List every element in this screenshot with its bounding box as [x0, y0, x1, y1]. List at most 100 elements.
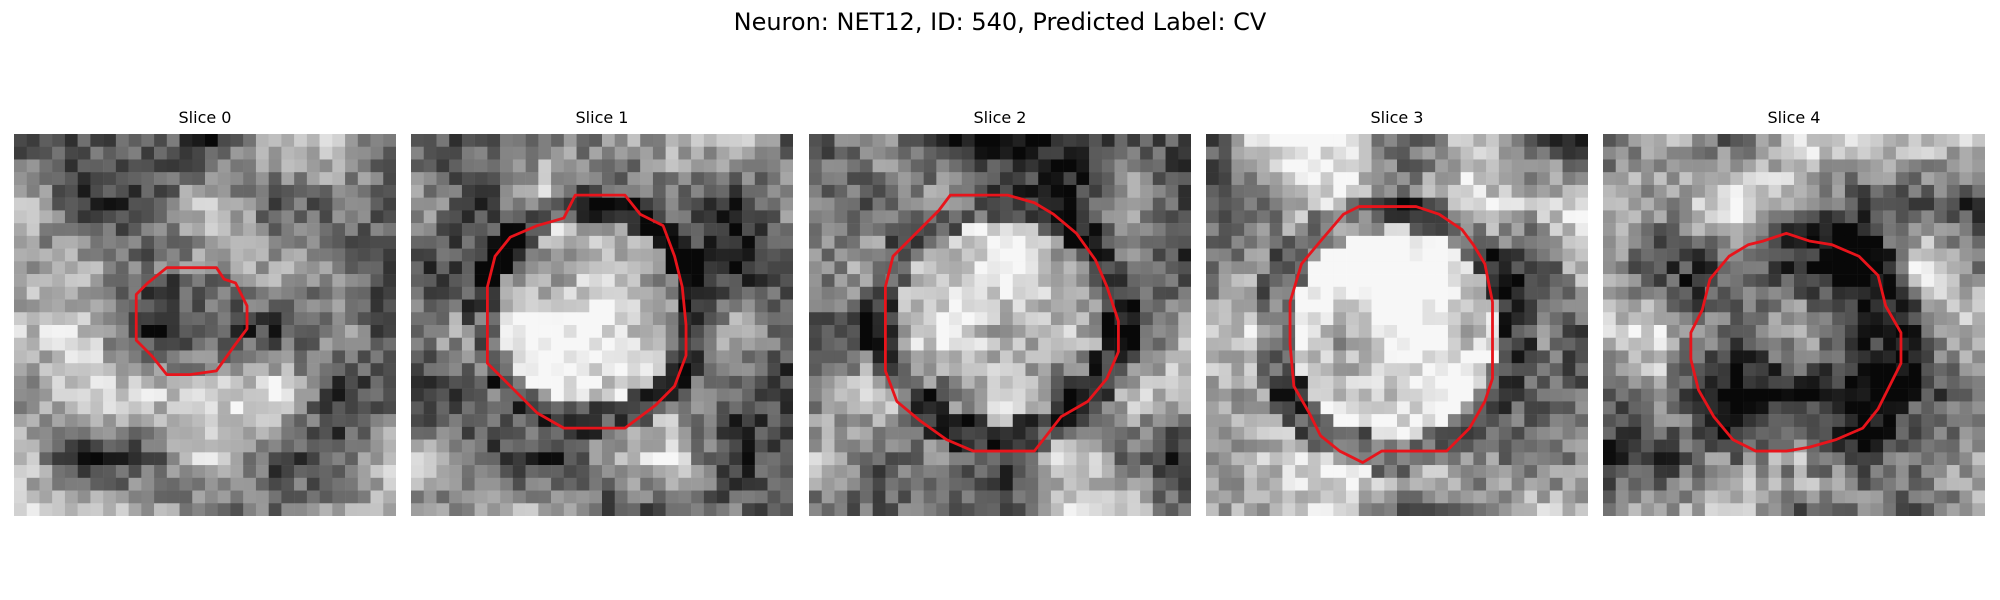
pixel: [885, 312, 899, 326]
pixel: [77, 146, 91, 160]
pixel: [576, 210, 590, 224]
pixel: [1959, 286, 1973, 300]
pixel: [1409, 172, 1423, 186]
pixel: [1282, 350, 1296, 364]
pixel: [306, 312, 320, 326]
pixel: [500, 350, 514, 364]
pixel: [500, 426, 514, 440]
pixel: [949, 350, 963, 364]
pixel: [652, 325, 666, 338]
pixel: [1768, 223, 1782, 237]
pixel: [154, 414, 168, 428]
pixel: [39, 452, 53, 466]
pixel: [551, 401, 565, 415]
pixel: [949, 172, 963, 186]
pixel: [1717, 299, 1731, 313]
pixel: [885, 490, 899, 504]
pixel: [1934, 159, 1948, 173]
pixel: [961, 363, 975, 377]
pixel: [1549, 134, 1563, 147]
pixel: [703, 325, 717, 338]
pixel: [1755, 261, 1769, 275]
pixel: [1000, 337, 1013, 351]
slice-panel-0: Slice 0: [14, 108, 396, 516]
pixel: [1038, 465, 1052, 479]
pixel: [1781, 337, 1795, 351]
pixel: [1038, 274, 1052, 288]
pixel: [345, 223, 359, 237]
pixel: [551, 388, 565, 402]
pixel: [383, 197, 396, 211]
pixel: [281, 274, 295, 288]
pixel: [192, 235, 206, 249]
slice-title: Slice 1: [575, 108, 629, 127]
pixel: [1012, 401, 1026, 415]
pixel: [449, 184, 463, 198]
pixel: [1165, 388, 1179, 402]
pixel: [500, 363, 514, 377]
pixel: [1320, 274, 1334, 288]
pixel: [1562, 350, 1576, 364]
pixel: [1178, 197, 1191, 211]
pixel: [1127, 197, 1141, 211]
pixel: [230, 325, 244, 338]
pixel: [614, 426, 628, 440]
pixel: [77, 261, 91, 275]
pixel: [357, 465, 371, 479]
pixel: [103, 159, 117, 173]
pixel: [1422, 197, 1436, 211]
pixel: [332, 274, 346, 288]
pixel: [1358, 235, 1372, 249]
pixel: [64, 375, 78, 389]
pixel: [834, 465, 848, 479]
pixel: [1346, 465, 1360, 479]
pixel: [1908, 146, 1922, 160]
pixel: [987, 426, 1001, 440]
pixel: [1435, 248, 1449, 262]
pixel: [1959, 184, 1973, 198]
pixel: [166, 490, 180, 504]
pixel: [1269, 248, 1283, 262]
pixel: [1397, 426, 1410, 440]
pixel: [1628, 401, 1642, 415]
pixel: [1959, 325, 1973, 338]
pixel: [1397, 223, 1410, 237]
pixel: [1089, 235, 1103, 249]
pixel: [423, 375, 437, 389]
pixel: [1333, 299, 1347, 313]
pixel: [1883, 134, 1897, 147]
pixel: [1282, 146, 1296, 160]
pixel: [154, 439, 168, 453]
pixel: [1806, 223, 1820, 237]
pixel: [205, 350, 218, 364]
pixel: [1511, 286, 1525, 300]
pixel: [1603, 299, 1616, 313]
pixel: [1781, 299, 1795, 313]
pixel: [910, 388, 924, 402]
pixel: [243, 286, 257, 300]
pixel: [691, 274, 705, 288]
pixel: [742, 261, 756, 275]
pixel: [1832, 223, 1846, 237]
pixel: [332, 465, 346, 479]
pixel: [627, 286, 641, 300]
pixel: [987, 146, 1001, 160]
pixel: [115, 261, 129, 275]
pixel: [1832, 490, 1846, 504]
pixel: [1679, 235, 1693, 249]
pixel: [1358, 223, 1372, 237]
pixel: [1076, 350, 1090, 364]
pixel: [1295, 146, 1309, 160]
pixel: [910, 172, 924, 186]
pixel: [64, 159, 78, 173]
pixel: [294, 299, 308, 313]
pixel: [1743, 452, 1757, 466]
pixel: [1653, 337, 1667, 351]
pixel: [461, 388, 475, 402]
pixel: [128, 235, 142, 249]
pixel: [1076, 184, 1090, 198]
pixel: [1511, 388, 1525, 402]
pixel: [1641, 235, 1655, 249]
pixel: [780, 337, 793, 351]
pixel: [974, 134, 988, 147]
